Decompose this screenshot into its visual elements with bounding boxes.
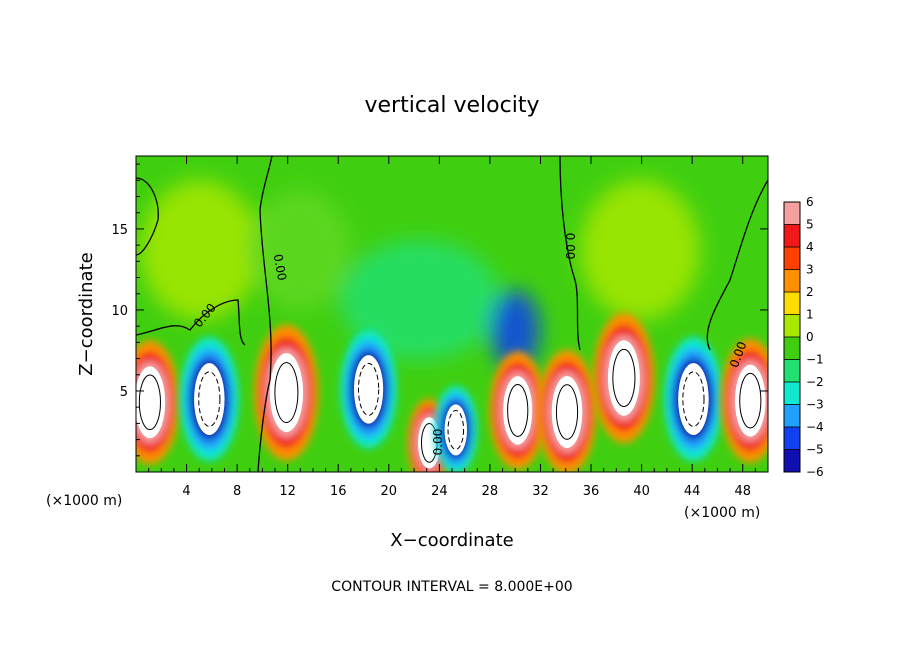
x-tick-label: 12 [279, 484, 296, 499]
colorbar-label: 2 [806, 285, 814, 299]
x-tick-label: 24 [431, 484, 448, 499]
velocity-cell [136, 340, 180, 465]
colorbar-label: −2 [806, 375, 824, 389]
colorbar-swatch [784, 427, 800, 450]
x-tick-label: 36 [583, 484, 600, 499]
colorbar-swatch [784, 247, 800, 270]
contour-line [447, 410, 465, 450]
x-tick-label: 28 [482, 484, 499, 499]
velocity-cell [593, 313, 655, 444]
y-axis-label: Z−coordinate [76, 252, 97, 375]
colorbar-swatch [784, 404, 800, 428]
x-tick-label: 48 [734, 484, 751, 499]
x-tick-label: 8 [233, 484, 241, 499]
velocity-cell [179, 337, 239, 462]
colorbar-swatch [784, 359, 800, 383]
zero-contours [136, 156, 768, 472]
velocity-cell [720, 338, 768, 463]
contour-label: 0.00 [271, 253, 289, 282]
contour-line [555, 384, 579, 440]
y-axis-ticks: 5 10 15 [111, 163, 768, 457]
upper-shading [140, 180, 700, 370]
colorbar-label: 6 [806, 195, 814, 209]
contour-interval-note: CONTOUR INTERVAL = 8.000E+00 [331, 579, 572, 595]
colorbar-label: 0 [806, 330, 814, 344]
contour-line [138, 374, 161, 431]
x-tick-label: 4 [182, 484, 190, 499]
contour-line [612, 348, 636, 408]
colorbar-swatch [784, 314, 800, 338]
velocity-cell [340, 330, 397, 449]
colorbar-swatch [784, 269, 800, 293]
x-axis-ticks: 4 8 12 16 20 24 28 32 36 40 44 48 [148, 156, 756, 499]
velocity-cell [254, 324, 319, 461]
colorbar: 6 5 4 3 2 1 0 −1 −2 −3 −4 −5 −6 [783, 195, 824, 479]
colorbar-label: 1 [806, 308, 814, 322]
colorbar-label: 5 [806, 218, 814, 232]
colorbar-label: −3 [806, 398, 824, 412]
velocity-cells [136, 313, 768, 472]
velocity-cell [537, 350, 597, 472]
contour-line [198, 371, 221, 427]
contour-line [682, 371, 705, 427]
x-axis-label: X−coordinate [390, 530, 513, 551]
colorbar-label: 4 [806, 240, 814, 254]
colorbar-swatch [784, 449, 800, 473]
x-tick-label: 16 [330, 484, 347, 499]
colorbar-swatch [784, 337, 800, 360]
contour-line [739, 372, 762, 429]
velocity-cell [664, 337, 723, 462]
x-unit-right: (×1000 m) [684, 505, 760, 521]
y-tick-label: 15 [111, 223, 128, 238]
colorbar-swatch [784, 202, 800, 225]
contour-line [507, 383, 529, 437]
contour-line [274, 362, 299, 424]
x-tick-label: 44 [684, 484, 701, 499]
colorbar-swatch [784, 224, 800, 248]
x-tick-label: 32 [532, 484, 549, 499]
colorbar-label: −1 [806, 353, 824, 367]
colorbar-label: −4 [806, 420, 824, 434]
x-tick-label: 20 [381, 484, 398, 499]
x-tick-label: 40 [633, 484, 650, 499]
velocity-cell [434, 385, 478, 472]
x-unit-left: (×1000 m) [46, 493, 122, 509]
colorbar-swatch [784, 382, 800, 405]
y-tick-label: 10 [111, 304, 128, 319]
colorbar-label: 3 [806, 263, 814, 277]
contour-label: 0.00 [431, 429, 445, 456]
colorbar-swatch [784, 292, 800, 315]
contour-line [357, 362, 380, 416]
colorbar-label: −5 [806, 443, 824, 457]
velocity-cell [489, 351, 546, 470]
chart-title: vertical velocity [364, 93, 539, 118]
plot-area: 0.00 0.00 0.00 0.00 0.00 [136, 156, 768, 472]
contour-label: 0.00 [563, 233, 577, 260]
colorbar-label: −6 [806, 465, 824, 479]
y-tick-label: 5 [120, 385, 128, 400]
